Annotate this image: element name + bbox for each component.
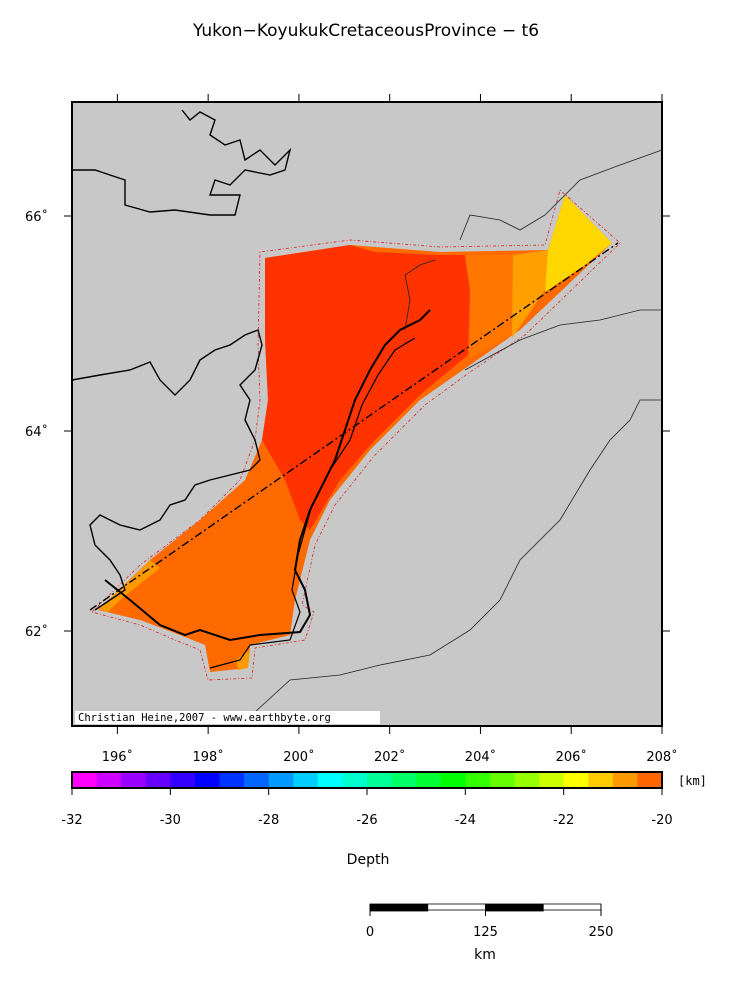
- colorbar-segment: [539, 772, 565, 788]
- scalebar-segment: [485, 903, 544, 912]
- colorbar-segment: [293, 772, 319, 788]
- y-tick-label: 64˚: [25, 424, 48, 440]
- colorbar-segment: [637, 772, 663, 788]
- colorbar-segment: [96, 772, 122, 788]
- colorbar-segment: [416, 772, 442, 788]
- borders: [254, 149, 663, 713]
- x-tick-label: 202˚: [374, 749, 405, 765]
- credit: Christian Heine,2007 - www.earthbyte.org: [78, 712, 331, 724]
- depth-region: [512, 250, 548, 338]
- x-tick-label: 208˚: [646, 749, 677, 765]
- colorbar-segment: [588, 772, 614, 788]
- colorbar-segment: [465, 772, 491, 788]
- colorbar-tick-label: -32: [61, 813, 82, 828]
- colorbar-tick-label: -20: [651, 813, 672, 828]
- x-tick-label: 196˚: [102, 749, 133, 765]
- depth-region: [545, 195, 612, 292]
- scalebar-segment: [369, 903, 429, 912]
- x-tick-label: 206˚: [556, 749, 587, 765]
- map-frame: [71, 101, 663, 727]
- scalebar-tick-label: 125: [473, 925, 498, 940]
- x-tick-label: 204˚: [465, 749, 496, 765]
- scalebar-segment: [542, 903, 602, 911]
- colorbar-segment: [367, 772, 393, 788]
- colorbar-unit: [km]: [678, 774, 707, 788]
- title: Yukon−KoyukukCretaceousProvince − t6: [192, 21, 539, 41]
- colorbar-segment: [317, 772, 343, 788]
- scalebar-tick-label: 0: [366, 925, 374, 940]
- profile-line: [89, 242, 619, 611]
- colorbar-segment: [145, 772, 171, 788]
- scalebar-unit: km: [474, 947, 496, 963]
- colorbar-segment: [72, 772, 98, 788]
- colorbar-segment: [514, 772, 540, 788]
- colorbar-tick-label: -30: [160, 813, 181, 828]
- colorbar-segment: [612, 772, 638, 788]
- colorbar-tick-label: -22: [553, 813, 574, 828]
- colorbar-segment: [489, 772, 515, 788]
- colorbar-tick-label: -28: [258, 813, 279, 828]
- colorbar-segment: [219, 772, 245, 788]
- colorbar-tick-label: -24: [455, 813, 476, 828]
- colorbar-segment: [391, 772, 417, 788]
- colorbar-segment: [440, 772, 466, 788]
- colorbar-segment: [244, 772, 270, 788]
- y-tick-label: 66˚: [25, 209, 48, 225]
- colorbar-segment: [194, 772, 220, 788]
- colorbar-segment: [563, 772, 589, 788]
- colorbar-segment: [121, 772, 147, 788]
- colorbar-label: Depth: [347, 852, 390, 868]
- credit-box: [75, 711, 380, 724]
- scalebar-tick-label: 250: [589, 925, 614, 940]
- map-area: Christian Heine,2007 - www.earthbyte.org: [71, 101, 663, 727]
- depth-region: [262, 245, 470, 530]
- colorbar-segment: [342, 772, 368, 788]
- colorbar-segment: [268, 772, 294, 788]
- x-tick-label: 198˚: [192, 749, 223, 765]
- colorbar-segment: [170, 772, 196, 788]
- colorbar-tick-label: -26: [356, 813, 377, 828]
- coastlines: [71, 109, 431, 669]
- scalebar-segment: [427, 903, 486, 911]
- y-tick-label: 62˚: [25, 624, 48, 640]
- depth-region: [465, 255, 515, 358]
- x-tick-label: 200˚: [283, 749, 314, 765]
